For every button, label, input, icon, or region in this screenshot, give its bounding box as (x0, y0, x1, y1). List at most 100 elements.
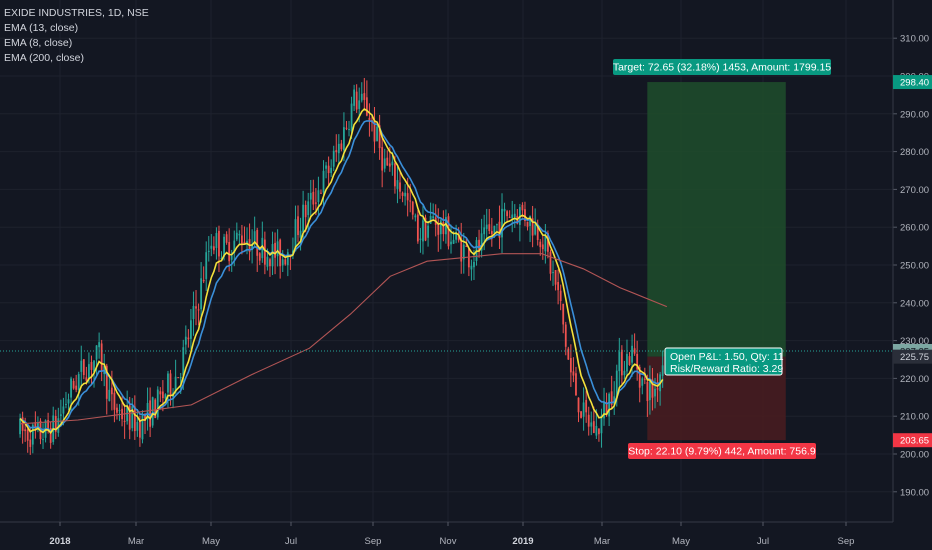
candle-body (118, 410, 121, 412)
candle (235, 222, 238, 242)
candle (37, 416, 39, 433)
candle (325, 161, 327, 179)
candle-body (207, 250, 210, 252)
candle-body (381, 147, 384, 171)
candle-body (258, 253, 261, 261)
entry-price-tag-bg (893, 349, 932, 364)
x-tick-label: Sep (365, 536, 382, 547)
candle (284, 258, 287, 266)
candle (49, 421, 52, 449)
candle (202, 266, 205, 284)
candle (225, 231, 228, 245)
candle (212, 236, 215, 255)
entry-price-tag: 225.75 (893, 349, 932, 364)
candle-body (343, 127, 345, 151)
candle-body (498, 221, 501, 238)
candle (195, 290, 197, 326)
candle (95, 345, 98, 375)
y-tick-label: 290.00 (900, 109, 929, 120)
candle (263, 231, 266, 275)
candle (506, 209, 509, 222)
candle (353, 84, 356, 112)
candle-body (304, 204, 307, 218)
candle (404, 184, 407, 206)
candle (34, 411, 37, 439)
candle-body (154, 399, 157, 419)
candle-body (587, 414, 590, 427)
candle-body (253, 231, 256, 243)
candle (628, 352, 631, 366)
candle-body (388, 163, 391, 167)
candle (220, 251, 223, 260)
candle-body (184, 336, 187, 345)
candle-body (243, 241, 246, 245)
candle (567, 346, 570, 360)
candle-body (169, 373, 172, 396)
y-axis-bg (893, 0, 932, 550)
candle-body (266, 256, 269, 267)
candle (386, 150, 389, 166)
candle-body (603, 402, 605, 419)
candle-body (156, 389, 159, 418)
candle-body (241, 235, 243, 244)
candle (108, 374, 111, 402)
candle-body (478, 239, 480, 251)
candle-body (378, 125, 381, 149)
candle-body (281, 259, 284, 266)
candle-body (54, 415, 57, 432)
candle-body (394, 163, 396, 187)
candle (631, 334, 633, 377)
candle (304, 200, 307, 233)
candle-body (585, 399, 588, 413)
candle-body (141, 415, 144, 440)
candle (633, 333, 636, 356)
candle (360, 82, 363, 103)
indicator-ema-200: EMA (200, close) (4, 52, 84, 64)
candle (116, 403, 118, 420)
candle-body (263, 239, 266, 265)
candle-body (490, 231, 493, 235)
candle-body (187, 337, 190, 340)
candle-body (179, 376, 182, 379)
candle-body (501, 208, 503, 238)
candle (485, 208, 488, 241)
candle (513, 204, 516, 228)
candle (141, 410, 144, 444)
candle (414, 213, 417, 222)
candle (577, 397, 580, 423)
x-tick-label: Jul (757, 536, 769, 547)
candle-body (327, 165, 330, 174)
candle (363, 77, 366, 110)
indicator-ema-8: EMA (8, close) (4, 37, 73, 49)
candle-body (116, 407, 118, 413)
x-tick-label: Nov (440, 536, 457, 547)
candle (373, 107, 376, 154)
candle-body (225, 234, 228, 243)
y-tick-label: 230.00 (900, 336, 929, 347)
candle (641, 376, 644, 395)
candle (192, 291, 195, 336)
candle (294, 205, 297, 252)
candle-body (508, 216, 511, 218)
candle (544, 224, 547, 264)
candle-body (251, 243, 254, 250)
candle-body (455, 232, 458, 240)
target-price-tag-bg (893, 75, 932, 90)
stop-label-text: Stop: 22.10 (9.79%) 442, Amount: 756.9 (628, 446, 816, 458)
candle (72, 378, 75, 390)
candle-body (70, 378, 72, 398)
candle (54, 409, 57, 440)
x-tick-label: Jul (285, 536, 297, 547)
candle-body (480, 233, 483, 251)
candle-body (128, 405, 131, 430)
candle (656, 373, 659, 402)
candle-body (557, 282, 560, 291)
candle (649, 365, 651, 415)
candle (378, 114, 381, 160)
candle (490, 217, 493, 247)
candle (557, 269, 560, 305)
x-axis-bg (0, 522, 893, 550)
candle (348, 120, 350, 137)
